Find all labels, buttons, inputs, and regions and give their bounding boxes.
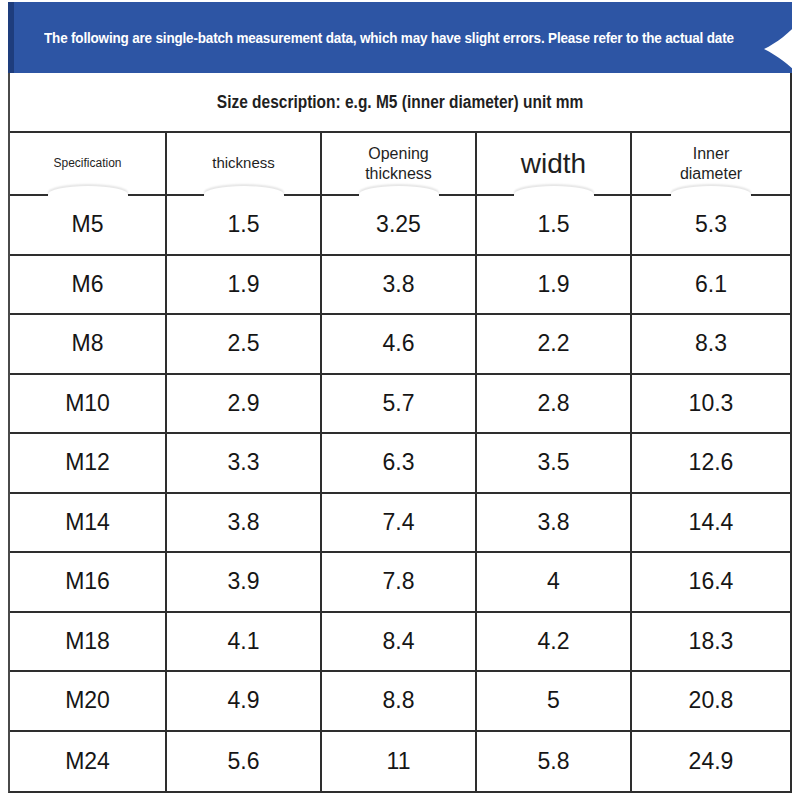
border-bump-artifact	[514, 186, 594, 203]
table-row: M102.95.72.810.3	[10, 375, 790, 435]
notice-banner: The following are single-batch measureme…	[8, 2, 792, 73]
value-cell: 3.25	[322, 196, 477, 256]
value-cell: 2.9	[167, 375, 322, 435]
value-cell: 8.4	[322, 613, 477, 673]
value-cell: 1.5	[477, 196, 632, 256]
spec-cell: M20	[10, 672, 167, 732]
value-cell: 8.8	[322, 672, 477, 732]
value-cell: 4.9	[167, 672, 322, 732]
value-cell: 4	[477, 553, 632, 613]
table-header-row: SpecificationthicknessOpening thicknessw…	[10, 133, 790, 196]
table-row: M61.93.81.96.1	[10, 256, 790, 316]
value-cell: 6.3	[322, 434, 477, 494]
size-description-text: Size description: e.g. M5 (inner diamete…	[217, 92, 583, 113]
value-cell: 5.6	[167, 732, 322, 792]
value-cell: 11	[322, 732, 477, 792]
spec-cell: M16	[10, 553, 167, 613]
border-bump-artifact	[48, 186, 128, 203]
value-cell: 7.8	[322, 553, 477, 613]
spec-cell: M12	[10, 434, 167, 494]
column-header: width	[477, 133, 632, 196]
spec-cell: M24	[10, 732, 167, 792]
table-row: M184.18.44.218.3	[10, 613, 790, 673]
value-cell: 3.8	[477, 494, 632, 554]
value-cell: 4.1	[167, 613, 322, 673]
value-cell: 6.1	[632, 256, 790, 316]
value-cell: 1.9	[167, 256, 322, 316]
notice-text: The following are single-batch measureme…	[44, 2, 734, 73]
table-row: M245.6115.824.9	[10, 732, 790, 792]
spec-cell: M10	[10, 375, 167, 435]
column-header: Specification	[10, 133, 167, 196]
value-cell: 2.8	[477, 375, 632, 435]
value-cell: 4.2	[477, 613, 632, 673]
table-body: M51.53.251.55.3M61.93.81.96.1M82.54.62.2…	[10, 196, 790, 791]
value-cell: 16.4	[632, 553, 790, 613]
value-cell: 3.9	[167, 553, 322, 613]
value-cell: 18.3	[632, 613, 790, 673]
value-cell: 4.6	[322, 315, 477, 375]
value-cell: 5	[477, 672, 632, 732]
value-cell: 3.5	[477, 434, 632, 494]
table-row: M51.53.251.55.3	[10, 196, 790, 256]
column-header: thickness	[167, 133, 322, 196]
value-cell: 5.3	[632, 196, 790, 256]
value-cell: 3.8	[322, 256, 477, 316]
spec-cell: M5	[10, 196, 167, 256]
value-cell: 24.9	[632, 732, 790, 792]
value-cell: 20.8	[632, 672, 790, 732]
value-cell: 3.3	[167, 434, 322, 494]
spec-cell: M6	[10, 256, 167, 316]
table-row: M204.98.8520.8	[10, 672, 790, 732]
table-row: M123.36.33.512.6	[10, 434, 790, 494]
border-bump-artifact	[359, 186, 439, 203]
page-curl-artifact	[764, 18, 800, 78]
value-cell: 14.4	[632, 494, 790, 554]
spec-cell: M14	[10, 494, 167, 554]
value-cell: 1.5	[167, 196, 322, 256]
value-cell: 2.5	[167, 315, 322, 375]
border-bump-artifact	[204, 186, 284, 203]
value-cell: 12.6	[632, 434, 790, 494]
banner-left-edge	[8, 2, 14, 73]
spec-table: Size description: e.g. M5 (inner diamete…	[8, 73, 792, 793]
value-cell: 10.3	[632, 375, 790, 435]
value-cell: 2.2	[477, 315, 632, 375]
table-row: M143.87.43.814.4	[10, 494, 790, 554]
value-cell: 5.8	[477, 732, 632, 792]
table-row: M82.54.62.28.3	[10, 315, 790, 375]
spec-cell: M8	[10, 315, 167, 375]
value-cell: 7.4	[322, 494, 477, 554]
value-cell: 8.3	[632, 315, 790, 375]
value-cell: 5.7	[322, 375, 477, 435]
value-cell: 1.9	[477, 256, 632, 316]
column-header: Opening thickness	[322, 133, 477, 196]
spec-cell: M18	[10, 613, 167, 673]
table-row: M163.97.8416.4	[10, 553, 790, 613]
border-bump-artifact	[671, 186, 751, 203]
value-cell: 3.8	[167, 494, 322, 554]
column-header: Inner diameter	[632, 133, 790, 196]
size-description: Size description: e.g. M5 (inner diamete…	[10, 73, 790, 133]
